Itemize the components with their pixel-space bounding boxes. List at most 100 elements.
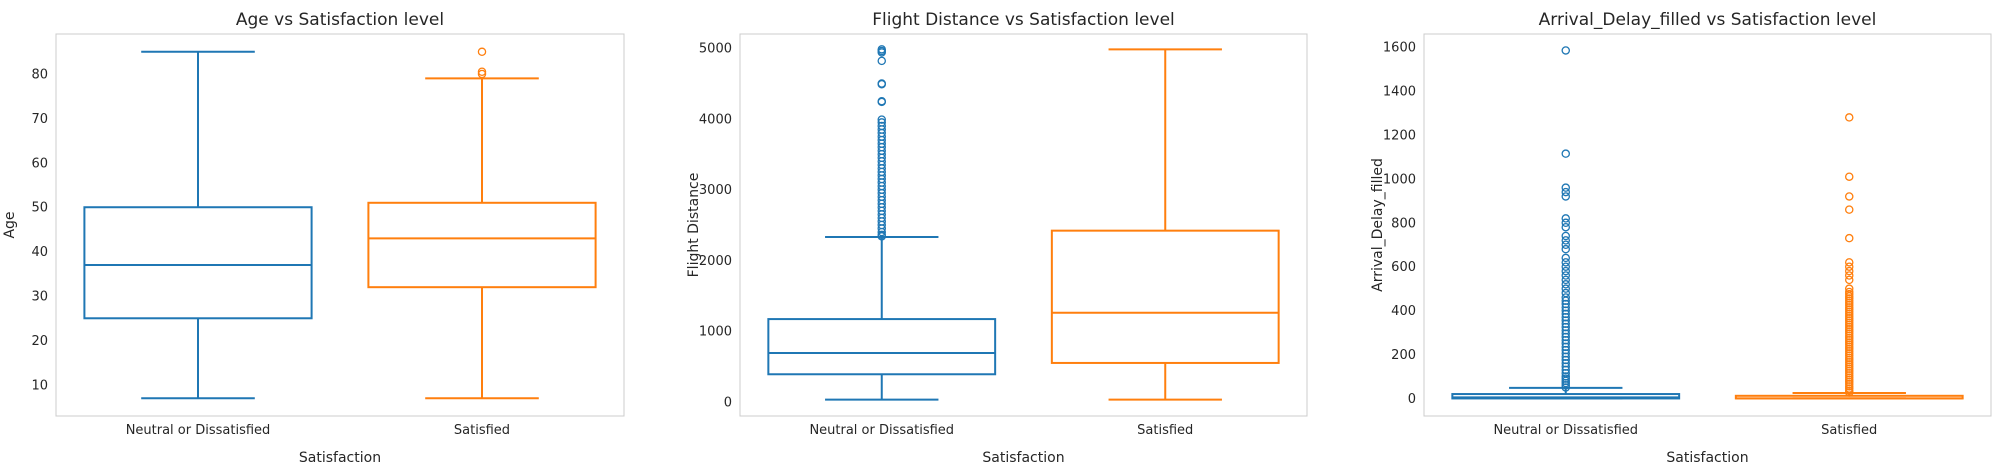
y-tick-label: 30 — [31, 290, 48, 305]
plot-frame — [55, 33, 625, 417]
y-axis-label: Flight Distance — [686, 173, 702, 278]
y-tick-label: 0 — [724, 395, 732, 410]
y-tick-label: 400 — [1391, 304, 1416, 319]
outlier-point — [1561, 46, 1571, 55]
outlier-point — [1845, 284, 1854, 293]
outlier-point — [1845, 262, 1854, 271]
x-tick-label: Satisfied — [454, 423, 510, 438]
outlier-point — [1845, 275, 1854, 285]
outlier-point — [1561, 244, 1571, 254]
y-tick-label: 800 — [1391, 216, 1416, 231]
y-tick-label: 2000 — [699, 254, 732, 269]
y-tick-label: 1600 — [1383, 41, 1416, 56]
y-tick-label: 5000 — [699, 42, 732, 57]
box-satisfied — [1050, 48, 1280, 401]
outlier-point — [877, 96, 887, 106]
outlier-point — [877, 230, 887, 240]
y-tick-label: 3000 — [699, 183, 732, 198]
outlier-point — [1561, 192, 1571, 201]
outlier-point — [1845, 287, 1854, 297]
outlier-point — [877, 121, 887, 131]
box-iqr — [367, 201, 597, 289]
box-iqr — [1050, 229, 1280, 364]
outlier-point — [1561, 218, 1571, 228]
outlier-point — [877, 115, 887, 124]
outlier-point — [1561, 288, 1571, 298]
x-tick-label: Satisfied — [1821, 423, 1877, 438]
outlier-point — [877, 56, 887, 66]
y-tick-label: 1000 — [1383, 172, 1416, 187]
chart-title: Flight Distance vs Satisfaction level — [872, 10, 1175, 30]
y-tick-label: 50 — [31, 201, 48, 216]
box-neutral-or-dissatisfied — [767, 45, 997, 401]
chart-panel-1: Age vs Satisfaction level Satisfaction Age… — [2, 10, 625, 466]
chart-panel-3: Arrival_Delay_filled vs Satisfaction lev… — [1370, 10, 1992, 466]
y-tick-label: 200 — [1391, 348, 1416, 363]
outlier-point — [477, 67, 487, 77]
plot-frame — [739, 33, 1308, 417]
plot-frame — [1423, 33, 1992, 417]
chart-title: Age vs Satisfaction level — [236, 10, 444, 30]
outlier-point — [877, 79, 887, 88]
outlier-point — [1561, 258, 1571, 267]
box-satisfied — [367, 47, 597, 400]
x-tick-label: Neutral or Dissatisfied — [809, 423, 954, 438]
box-satisfied — [1734, 113, 1964, 400]
x-tick-label: Satisfied — [1137, 423, 1193, 438]
outlier-point — [1845, 172, 1854, 181]
box-neutral-or-dissatisfied — [83, 50, 313, 400]
box-iqr — [767, 318, 997, 376]
y-tick-label: 80 — [31, 67, 48, 82]
outlier-point — [1845, 233, 1854, 243]
outlier-point — [877, 118, 887, 127]
y-tick-label: 4000 — [699, 112, 732, 127]
y-tick-label: 1200 — [1383, 128, 1416, 143]
outlier-point — [1845, 271, 1854, 280]
outlier-point — [877, 45, 887, 54]
chart-title: Arrival_Delay_filled vs Satisfaction lev… — [1539, 10, 1877, 30]
chart-panel-2: Flight Distance vs Satisfaction level Sat… — [686, 10, 1308, 466]
box-iqr — [1451, 393, 1681, 400]
box-neutral-or-dissatisfied — [1451, 46, 1681, 400]
outlier-point — [1561, 271, 1571, 280]
outlier-point — [1561, 284, 1571, 293]
y-axis-label: Arrival_Delay_filled — [1370, 158, 1386, 292]
outlier-point — [1561, 222, 1571, 232]
outlier-point — [1561, 275, 1571, 285]
outlier-point — [1845, 192, 1854, 201]
x-axis-label: Satisfaction — [982, 450, 1064, 466]
x-axis-label: Satisfaction — [1666, 450, 1748, 466]
y-tick-label: 20 — [31, 334, 48, 349]
outlier-point — [1561, 149, 1571, 158]
x-tick-label: Neutral or Dissatisfied — [1493, 423, 1638, 438]
outlier-point — [1561, 187, 1571, 197]
y-tick-label: 10 — [31, 378, 48, 393]
box-iqr — [83, 206, 313, 320]
outlier-point — [1561, 262, 1571, 271]
x-tick-label: Neutral or Dissatisfied — [126, 423, 271, 438]
outlier-point — [1561, 231, 1571, 241]
x-axis-label: Satisfaction — [299, 450, 381, 466]
outlier-point — [1561, 266, 1571, 276]
y-tick-label: 40 — [31, 245, 48, 260]
outlier-point — [1561, 183, 1571, 192]
y-tick-label: 1400 — [1383, 85, 1416, 100]
outlier-point — [477, 47, 487, 57]
outlier-point — [1561, 240, 1571, 250]
y-tick-label: 70 — [31, 112, 48, 127]
outlier-point — [1845, 205, 1854, 214]
outlier-point — [1845, 266, 1854, 276]
outlier-point — [1561, 236, 1571, 245]
y-tick-label: 0 — [1408, 392, 1416, 407]
outlier-point — [1845, 113, 1854, 122]
outlier-point — [1561, 214, 1571, 223]
outlier-point — [1561, 253, 1571, 263]
y-tick-label: 600 — [1391, 260, 1416, 275]
y-axis-label: Age — [2, 211, 18, 238]
y-tick-label: 60 — [31, 156, 48, 171]
outlier-point — [1561, 280, 1571, 289]
outlier-point — [1561, 293, 1571, 302]
outlier-point — [1845, 258, 1854, 267]
y-tick-label: 1000 — [699, 325, 732, 340]
